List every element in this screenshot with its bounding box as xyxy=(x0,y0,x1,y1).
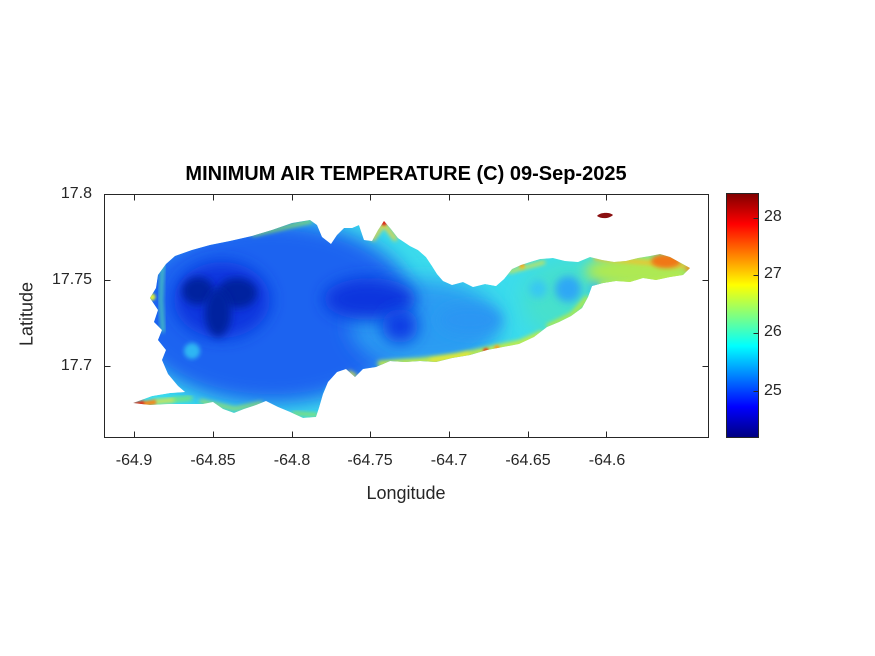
y-tick-label: 17.7 xyxy=(60,357,92,374)
island-temperature-map xyxy=(133,220,690,418)
colorbar-tick-label: 27 xyxy=(764,265,782,282)
colorbar-tick-label: 28 xyxy=(764,208,782,225)
x-tick-label: -64.6 xyxy=(588,452,626,469)
x-tick-label: -64.75 xyxy=(347,452,393,469)
plot-title: MINIMUM AIR TEMPERATURE (C) 09-Sep-2025 xyxy=(185,163,627,185)
colorbar-tick-label: 26 xyxy=(764,323,782,340)
y-tick-label: 17.75 xyxy=(51,271,92,288)
x-tick-label: -64.8 xyxy=(273,452,311,469)
offshore-islet xyxy=(597,212,613,219)
x-tick-label: -64.85 xyxy=(190,452,236,469)
x-tick-label: -64.9 xyxy=(115,452,153,469)
colorbar xyxy=(726,193,759,438)
x-axis-label: Longitude xyxy=(366,483,446,503)
colorbar-tick-label: 25 xyxy=(764,382,782,399)
x-tick-label: -64.65 xyxy=(505,452,551,469)
y-tick-label: 17.8 xyxy=(60,185,92,202)
axes-tick-marks xyxy=(104,194,709,438)
y-axis-label: Latitude xyxy=(16,281,37,347)
x-tick-label: -64.7 xyxy=(430,452,468,469)
axes-box xyxy=(104,194,709,438)
colorbar-tick-marks xyxy=(753,218,759,392)
